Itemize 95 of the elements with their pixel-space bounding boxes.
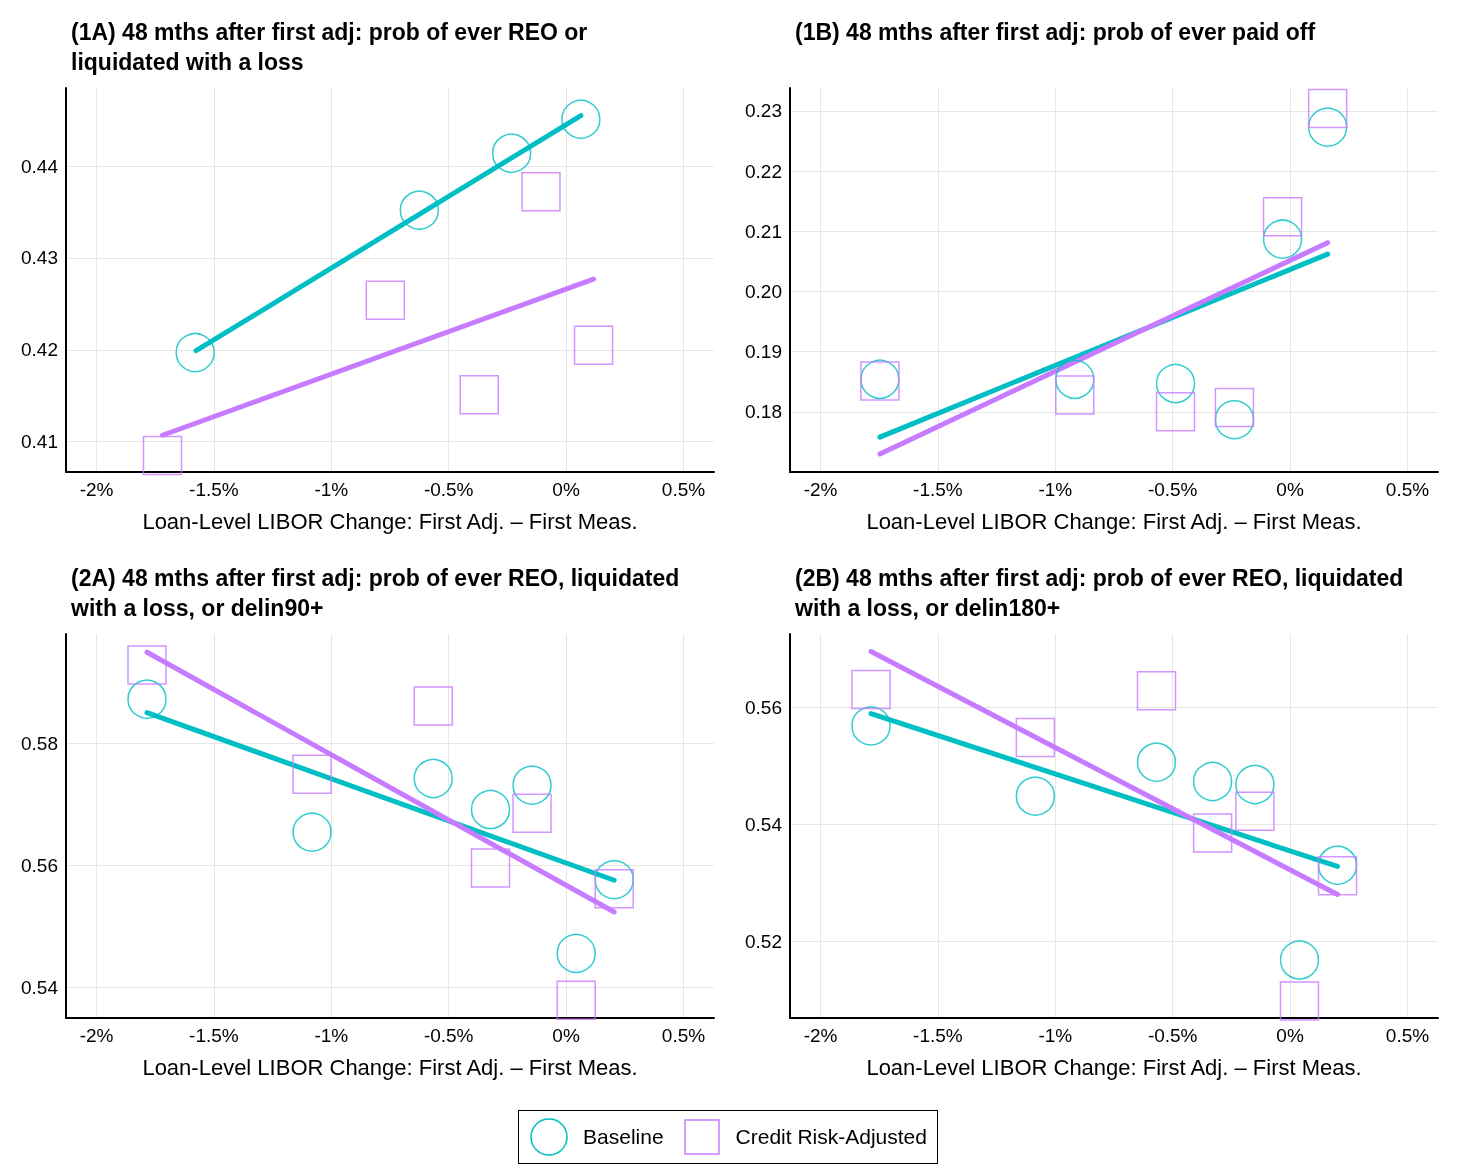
point: [1317, 845, 1358, 885]
y-tick-label: 0.52: [745, 930, 782, 952]
x-tick-label: 0%: [552, 1025, 580, 1046]
point: [1136, 742, 1177, 782]
point: [561, 99, 601, 139]
x-axis-title: Loan-Level LIBOR Change: First Adj. – First Meas.: [866, 1054, 1362, 1080]
y-tick-label: 0.21: [745, 220, 782, 242]
chart-title: (2A) 48 mths after first adj: prob of ever REO, liquidated with a loss, or delin90+: [70, 565, 686, 621]
point: [175, 332, 215, 373]
point: [1136, 671, 1177, 711]
x-tick-label: 0.5%: [1385, 479, 1430, 500]
point: [1015, 776, 1056, 816]
point: [470, 789, 511, 830]
point: [1279, 981, 1320, 1021]
y-tick-label: 0.41: [21, 431, 58, 453]
x-tick-label: -1%: [1038, 1025, 1073, 1046]
point: [142, 435, 183, 476]
point: [512, 793, 552, 833]
point: [594, 869, 634, 909]
x-tick-label: 0.5%: [661, 479, 706, 500]
x-tick-label: -1%: [1038, 479, 1073, 500]
x-tick-label: -1%: [314, 1025, 349, 1046]
point: [292, 754, 332, 794]
x-axis-title: Loan-Level LIBOR Change: First Adj. – First Meas.: [142, 508, 638, 534]
x-tick-label: 0%: [1276, 1025, 1304, 1046]
point: [1055, 375, 1095, 415]
point: [1279, 940, 1320, 980]
point: [470, 848, 511, 888]
x-tick-label: -2%: [79, 1025, 114, 1046]
point: [127, 645, 167, 685]
y-tick-label: 0.58: [21, 733, 58, 755]
point: [1214, 399, 1255, 440]
point: [1192, 761, 1233, 802]
x-tick-label: -0.5%: [423, 1025, 474, 1046]
point: [127, 679, 167, 719]
point: [1235, 764, 1275, 805]
chart-title: (1A) 48 mths after first adj: prob of ever REO or liquidated with a loss: [71, 19, 594, 75]
point: [556, 933, 596, 974]
point: [1262, 219, 1303, 259]
y-tick-label: 0.56: [745, 696, 782, 718]
point: [1015, 717, 1056, 758]
point: [413, 758, 453, 799]
point: [1192, 813, 1233, 853]
y-tick-label: 0.44: [21, 155, 59, 177]
point: [292, 812, 332, 852]
point: [1307, 107, 1348, 147]
x-tick-label: 0.5%: [661, 1025, 706, 1046]
point: [459, 375, 499, 415]
point: [521, 172, 561, 212]
y-tick-label: 0.56: [21, 855, 58, 877]
y-tick-label: 0.19: [745, 341, 782, 363]
x-tick-label: 0.5%: [1385, 1025, 1430, 1046]
x-tick-label: -0.5%: [423, 479, 474, 500]
point: [413, 686, 453, 726]
y-tick-label: 0.54: [21, 977, 59, 999]
x-tick-label: -2%: [803, 1025, 838, 1046]
y-tick-label: 0.23: [745, 100, 782, 122]
point: [1214, 387, 1255, 428]
y-tick-label: 0.22: [745, 160, 782, 182]
y-tick-label: 0.20: [745, 280, 782, 302]
y-tick-label: 0.42: [21, 339, 58, 361]
x-tick-label: 0%: [1276, 479, 1304, 500]
point: [851, 669, 891, 710]
point: [512, 765, 552, 805]
legend-label: Baseline: [583, 1125, 664, 1149]
point: [1235, 791, 1275, 832]
y-tick-label: 0.18: [745, 401, 782, 423]
chart-title: (1B) 48 mths after first adj: prob of ever paid off: [795, 19, 1316, 45]
x-tick-label: -2%: [79, 479, 114, 500]
x-tick-label: -0.5%: [1147, 479, 1198, 500]
point: [1155, 392, 1196, 432]
point: [1262, 197, 1303, 237]
x-tick-label: -1.5%: [913, 1025, 963, 1046]
point: [491, 133, 532, 173]
point: [1155, 363, 1196, 404]
x-tick-label: -1.5%: [189, 1025, 239, 1046]
x-tick-label: -2%: [803, 479, 838, 500]
x-tick-label: -1.5%: [913, 479, 963, 500]
point: [399, 190, 440, 230]
x-axis-title: Loan-Level LIBOR Change: First Adj. – First Meas.: [866, 508, 1362, 534]
point: [1317, 856, 1358, 896]
point: [365, 280, 406, 320]
point: [1307, 88, 1348, 129]
x-tick-label: -1%: [314, 479, 349, 500]
y-tick-label: 0.43: [21, 247, 58, 269]
x-tick-label: 0%: [552, 479, 580, 500]
x-tick-label: -0.5%: [1147, 1025, 1198, 1046]
x-axis-title: Loan-Level LIBOR Change: First Adj. – First Meas.: [142, 1054, 638, 1080]
y-tick-label: 0.54: [745, 813, 783, 835]
point: [556, 980, 596, 1021]
point: [573, 325, 614, 365]
legend-label: Credit Risk-Adjusted: [735, 1125, 927, 1149]
x-tick-label: -1.5%: [189, 479, 239, 500]
chart-title: (2B) 48 mths after first adj: prob of ever REO, liquidated with a loss, or delin180+: [794, 565, 1410, 621]
point: [851, 706, 891, 746]
